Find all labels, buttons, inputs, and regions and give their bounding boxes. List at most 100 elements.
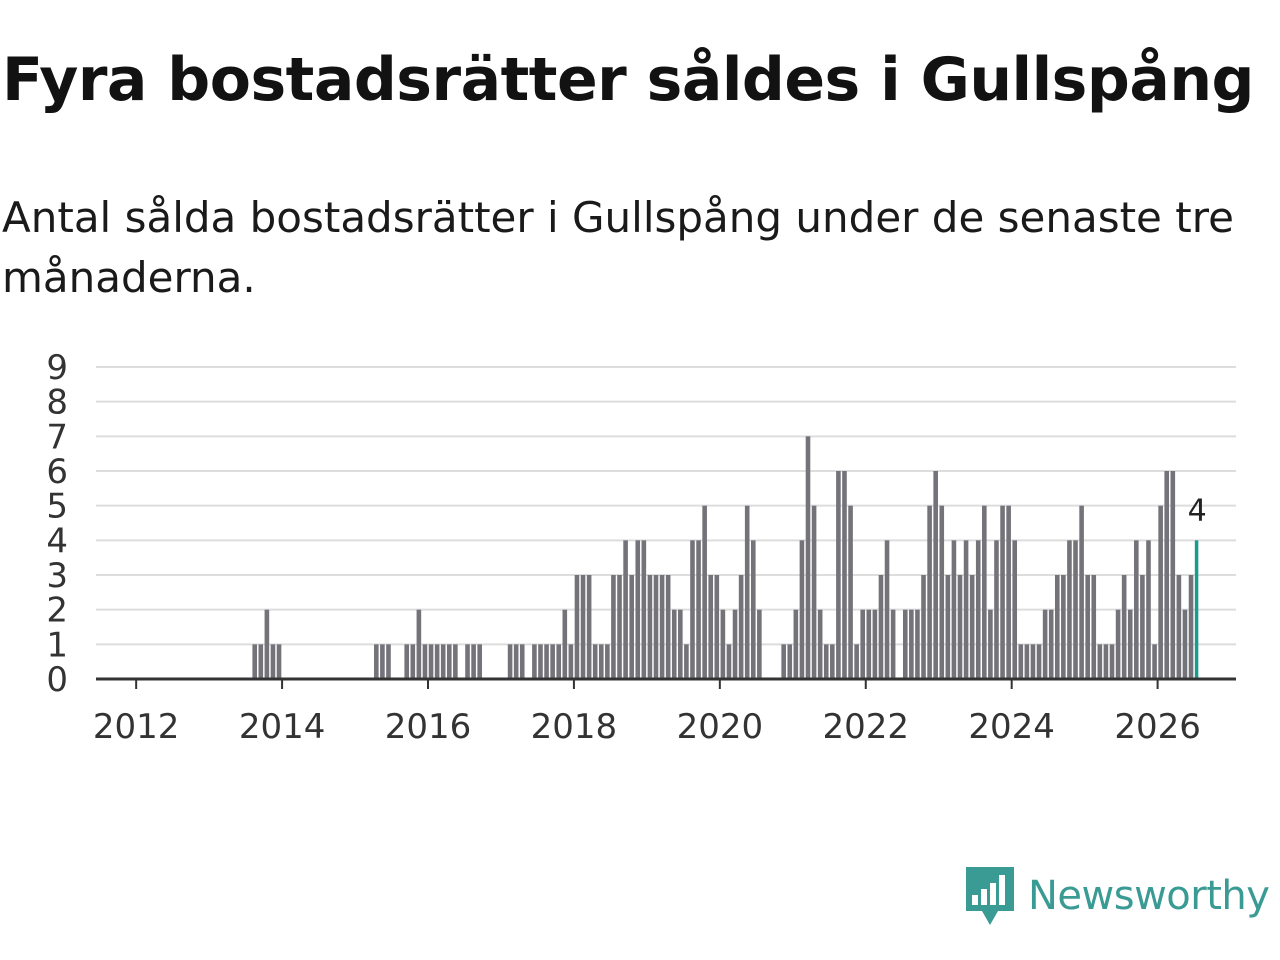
brand-name: Newsworthy (1028, 873, 1270, 919)
bar (1115, 609, 1121, 679)
bar (1109, 644, 1115, 679)
bar (465, 644, 470, 679)
bar (793, 609, 799, 679)
bar (1018, 644, 1024, 679)
bar (933, 471, 938, 679)
bar (519, 644, 525, 679)
bar (574, 575, 580, 679)
bar (1176, 575, 1182, 679)
bar (848, 505, 853, 679)
bar (404, 644, 410, 679)
bar (860, 609, 866, 679)
bar (902, 609, 908, 679)
x-tick-label: 2020 (677, 707, 764, 747)
bar (921, 575, 926, 679)
y-tick-label: 0 (46, 660, 68, 700)
y-tick-label: 6 (46, 452, 68, 492)
bar (696, 540, 701, 679)
bar (690, 540, 695, 679)
data-label: 4 (1188, 493, 1207, 528)
bar (374, 644, 379, 679)
bar (787, 644, 793, 679)
bar (1073, 540, 1078, 679)
bar (975, 540, 981, 679)
bar (738, 575, 744, 679)
bar (684, 644, 689, 679)
bar (702, 505, 707, 679)
bar-highlight (1194, 540, 1199, 679)
bar (270, 644, 276, 679)
bar (538, 644, 543, 679)
bar (386, 644, 391, 679)
bar (544, 644, 549, 679)
bar (744, 505, 750, 679)
bar (1097, 644, 1103, 679)
bar (507, 644, 513, 679)
bar (678, 609, 683, 679)
bar (732, 609, 738, 679)
bar (781, 644, 786, 679)
bar (945, 575, 951, 679)
bar (1188, 575, 1194, 679)
bar (817, 609, 823, 679)
bar (988, 609, 993, 679)
bar (1054, 575, 1060, 679)
y-tick-label: 7 (46, 417, 68, 457)
bar (380, 644, 385, 679)
bar (446, 644, 452, 679)
bar (264, 609, 270, 679)
bar (830, 644, 835, 679)
bar (757, 609, 762, 679)
bar (963, 540, 969, 679)
bar (927, 505, 932, 679)
bar (592, 644, 598, 679)
bar (1042, 609, 1048, 679)
bar (708, 575, 714, 679)
bar (951, 540, 957, 679)
x-tick-label: 2022 (822, 707, 909, 747)
bar (416, 609, 422, 679)
bar (1067, 540, 1072, 679)
bar (1061, 575, 1066, 679)
bar (477, 644, 482, 679)
bar (854, 644, 859, 679)
bar (939, 505, 945, 679)
bar (659, 575, 665, 679)
bar (1158, 505, 1163, 679)
newsworthy-logo-icon (966, 867, 1014, 925)
bar (1103, 644, 1109, 679)
bar (580, 575, 586, 679)
bar (805, 436, 811, 679)
bar (532, 644, 537, 679)
y-tick-label: 3 (46, 556, 68, 596)
bar (605, 644, 610, 679)
bar (453, 644, 458, 679)
bar (982, 505, 987, 679)
bar (1030, 644, 1036, 679)
bar (1121, 575, 1127, 679)
y-tick-label: 4 (46, 521, 68, 561)
chart-title: Fyra bostadsrätter såldes i Gullspång (2, 45, 1255, 115)
bar (556, 644, 562, 679)
bar (994, 540, 999, 679)
bar (1164, 471, 1170, 679)
x-tick-label: 2014 (239, 707, 326, 747)
x-tick-label: 2012 (93, 707, 180, 747)
newsworthy-logo[interactable]: Newsworthy (964, 864, 1270, 928)
bar (617, 575, 622, 679)
bar (629, 575, 634, 679)
y-tick-label: 1 (46, 625, 68, 665)
bar (1127, 609, 1133, 679)
bar (562, 609, 568, 679)
bar (750, 540, 756, 679)
bar (909, 609, 914, 679)
bar (799, 540, 805, 679)
bar (866, 609, 872, 679)
bar (1091, 575, 1097, 679)
bar (641, 540, 647, 679)
x-tick-label: 2018 (531, 707, 618, 747)
bar (1048, 609, 1054, 679)
x-tick-label: 2016 (385, 707, 472, 747)
bar (568, 644, 574, 679)
bar (653, 575, 659, 679)
